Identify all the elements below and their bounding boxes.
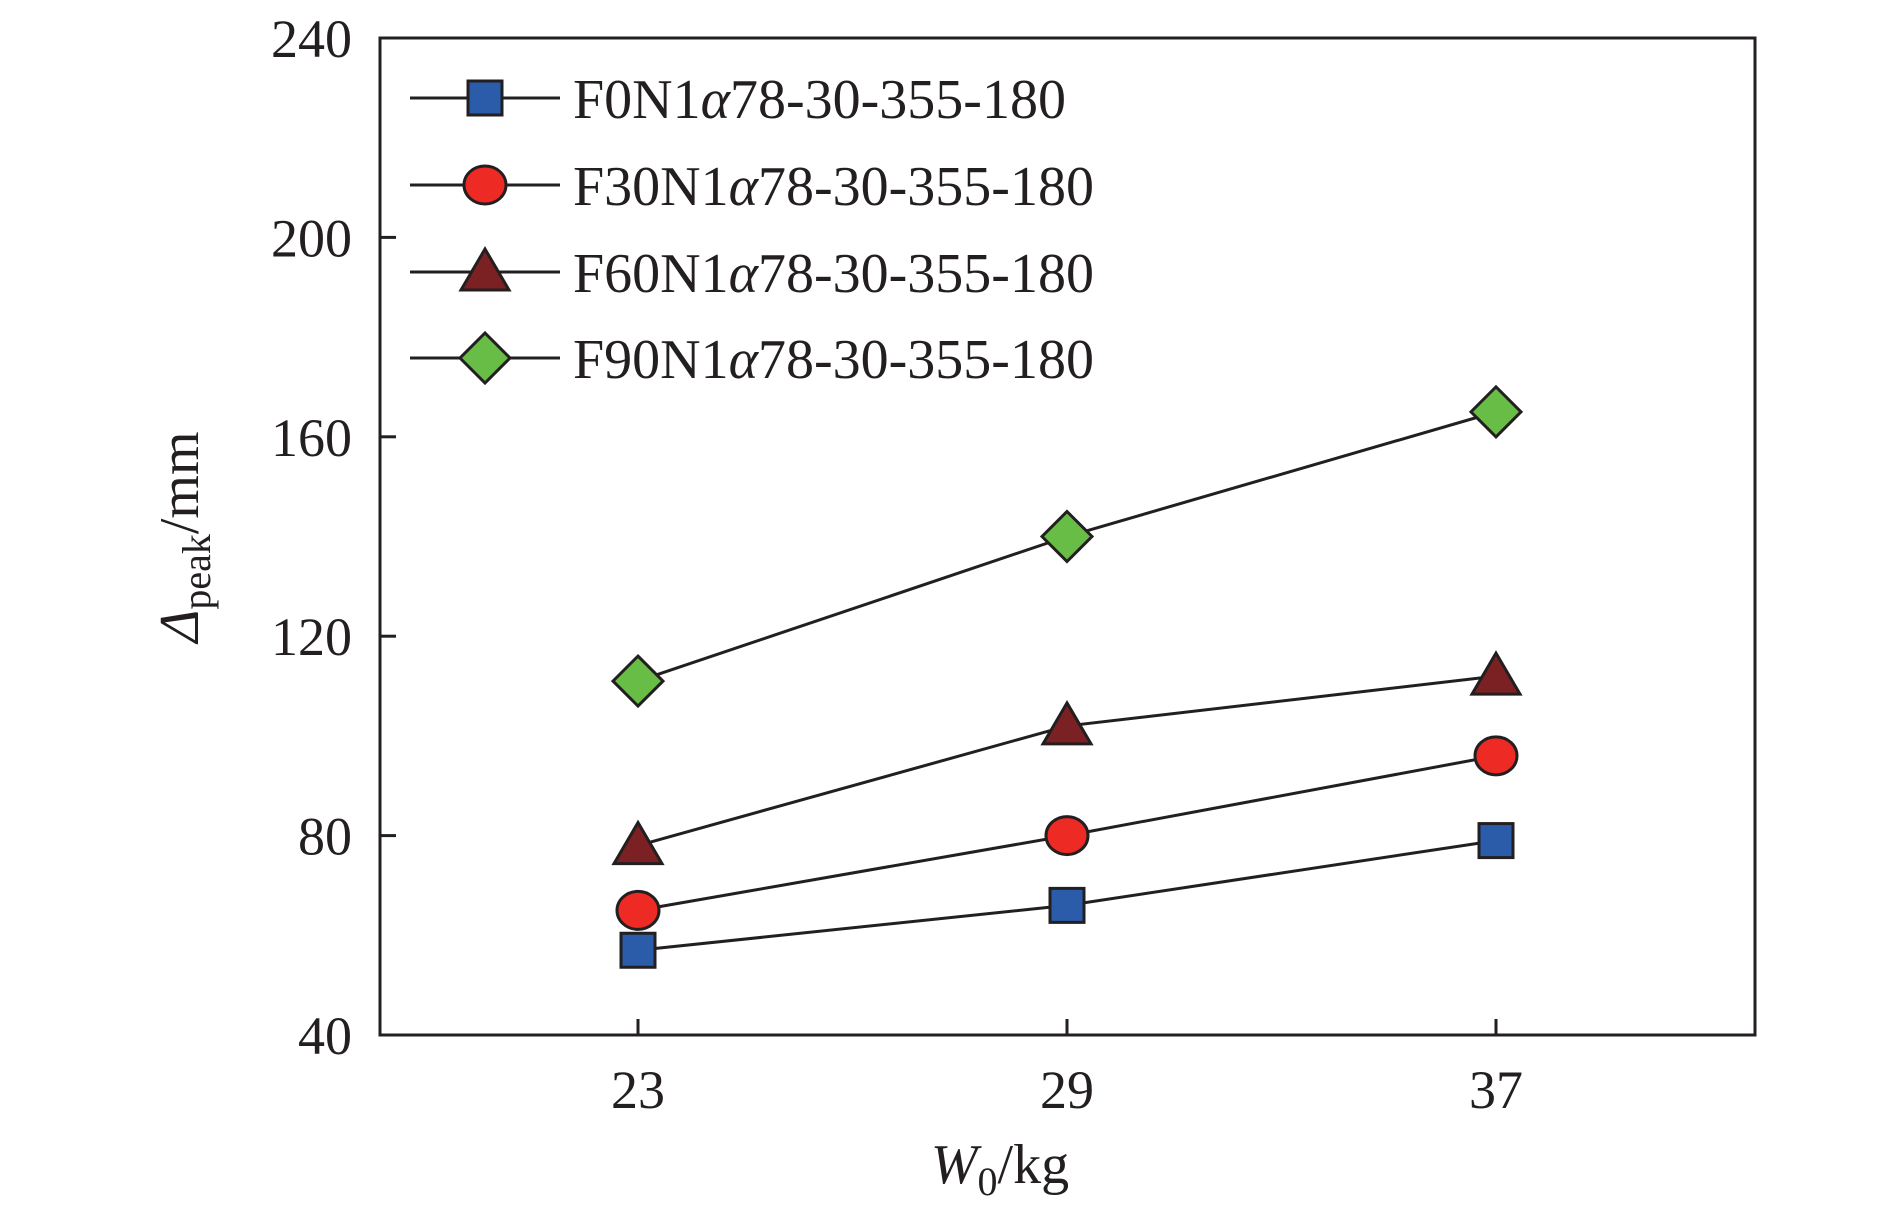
y-axis-var: Δ xyxy=(149,610,211,645)
y-axis-sub: peak xyxy=(174,534,219,610)
series-triangle xyxy=(611,650,1523,866)
legend-label: F60N1α78-30-355-180 xyxy=(573,243,1094,305)
x-axis-var: W xyxy=(931,1134,982,1196)
x-axis-ticks: 23 29 37 xyxy=(611,1019,1523,1120)
data-point-diamond xyxy=(1468,384,1524,439)
legend-label-part: 78-30-355-180 xyxy=(758,243,1094,305)
legend-label-part: α xyxy=(729,243,760,305)
y-axis-title: Δpeak/mm xyxy=(149,431,219,644)
series-layer xyxy=(610,384,1524,969)
legend-item: F0N1α78-30-355-180 xyxy=(410,69,1066,131)
series-circle xyxy=(615,735,1519,931)
legend-label: F0N1α78-30-355-180 xyxy=(573,69,1066,131)
legend-label-part: 78-30-355-180 xyxy=(758,156,1094,218)
data-point-circle xyxy=(1473,735,1519,777)
legend-label-part: α xyxy=(701,69,732,131)
legend-marker-triangle xyxy=(458,246,512,292)
y-tick-label: 240 xyxy=(271,9,352,69)
y-tick-label: 80 xyxy=(298,807,352,867)
legend-label-part: F90N1 xyxy=(573,329,729,391)
y-tick-label: 160 xyxy=(271,408,352,468)
legend-label-part: 78-30-355-180 xyxy=(758,329,1094,391)
y-axis-unit: /mm xyxy=(149,431,211,534)
x-axis-sub: 0 xyxy=(978,1159,998,1204)
legend-marker-square xyxy=(466,79,504,117)
data-point-square xyxy=(1048,886,1086,924)
data-point-circle xyxy=(1044,815,1090,857)
data-point-triangle xyxy=(611,819,665,866)
legend-label: F90N1α78-30-355-180 xyxy=(573,329,1094,391)
legend-marker-diamond xyxy=(457,330,513,386)
series-square xyxy=(619,822,1515,969)
data-point-circle xyxy=(615,889,661,931)
legend-label-part: α xyxy=(729,156,760,218)
series-diamond xyxy=(610,384,1524,709)
legend: F0N1α78-30-355-180F30N1α78-30-355-180F60… xyxy=(410,69,1094,391)
data-point-square xyxy=(1477,822,1515,860)
data-point-triangle xyxy=(1040,699,1094,746)
y-tick-label: 200 xyxy=(271,208,352,268)
x-tick-label: 23 xyxy=(611,1060,665,1120)
x-tick-label: 29 xyxy=(1040,1060,1094,1120)
legend-item: F30N1α78-30-355-180 xyxy=(410,156,1094,218)
legend-label-part: F30N1 xyxy=(573,156,729,218)
x-tick-label: 37 xyxy=(1469,1060,1523,1120)
legend-marker-circle xyxy=(462,164,508,206)
legend-label-part: F0N1 xyxy=(573,69,701,131)
legend-label-part: F60N1 xyxy=(573,243,729,305)
legend-item: F60N1α78-30-355-180 xyxy=(410,243,1094,305)
legend-label-part: 78-30-355-180 xyxy=(730,69,1066,131)
data-point-square xyxy=(619,931,657,969)
data-point-diamond xyxy=(610,653,666,709)
legend-label-part: α xyxy=(729,329,760,391)
data-point-triangle xyxy=(1469,650,1523,696)
x-axis-unit: /kg xyxy=(998,1134,1070,1196)
legend-label: F30N1α78-30-355-180 xyxy=(573,156,1094,218)
y-axis-ticks: 40 80 120 160 200 240 xyxy=(271,9,396,1066)
x-axis-title: W0/kg xyxy=(931,1134,1069,1204)
legend-item: F90N1α78-30-355-180 xyxy=(410,329,1094,391)
y-tick-label: 120 xyxy=(271,607,352,667)
data-point-diamond xyxy=(1039,509,1095,564)
y-tick-label: 40 xyxy=(298,1006,352,1066)
